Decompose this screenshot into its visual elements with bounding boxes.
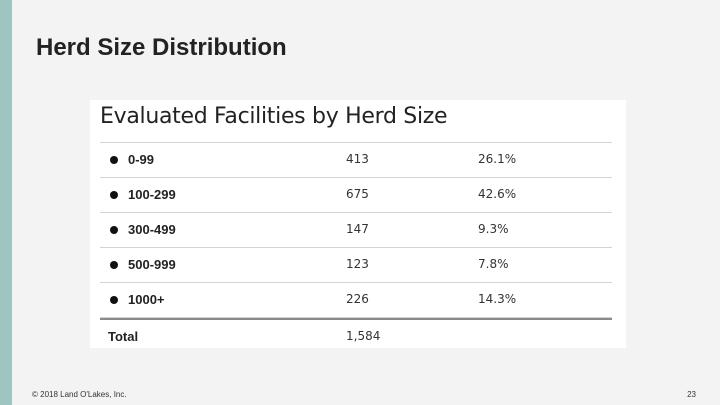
bullet-icon — [110, 226, 118, 234]
total-label: Total — [108, 329, 139, 344]
total-count: 1,584 — [346, 329, 381, 343]
table-row: 500-999 123 7.8% — [100, 248, 612, 283]
row-category: 1000+ — [128, 292, 165, 307]
bullet-icon — [110, 156, 118, 164]
page-number: 23 — [687, 390, 696, 399]
accent-bar — [0, 0, 12, 405]
table-row: 0-99 413 26.1% — [100, 143, 612, 178]
total-row: Total 1,584 — [100, 318, 612, 352]
slide-title: Herd Size Distribution — [36, 34, 287, 61]
row-percent: 26.1% — [478, 152, 517, 166]
row-percent: 14.3% — [478, 292, 517, 306]
row-category: 100-299 — [128, 187, 176, 202]
row-count: 147 — [346, 222, 369, 236]
row-category: 500-999 — [128, 257, 176, 272]
copyright-footer: © 2018 Land O'Lakes, Inc. — [32, 390, 127, 399]
table-row: 1000+ 226 14.3% — [100, 283, 612, 318]
row-count: 123 — [346, 257, 369, 271]
row-percent: 7.8% — [478, 257, 509, 271]
bullet-icon — [110, 261, 118, 269]
table-card: Evaluated Facilities by Herd Size 0-99 4… — [90, 100, 626, 348]
row-count: 413 — [346, 152, 369, 166]
row-percent: 42.6% — [478, 187, 517, 201]
row-category: 0-99 — [128, 152, 155, 167]
bullet-icon — [110, 296, 118, 304]
table-title: Evaluated Facilities by Herd Size — [100, 104, 448, 129]
row-count: 675 — [346, 187, 369, 201]
herd-size-table: 0-99 413 26.1% 100-299 675 42.6% 300-499… — [100, 142, 612, 352]
table-row: 300-499 147 9.3% — [100, 213, 612, 248]
row-count: 226 — [346, 292, 369, 306]
table-row: 100-299 675 42.6% — [100, 178, 612, 213]
bullet-icon — [110, 191, 118, 199]
row-category: 300-499 — [128, 222, 176, 237]
row-percent: 9.3% — [478, 222, 509, 236]
